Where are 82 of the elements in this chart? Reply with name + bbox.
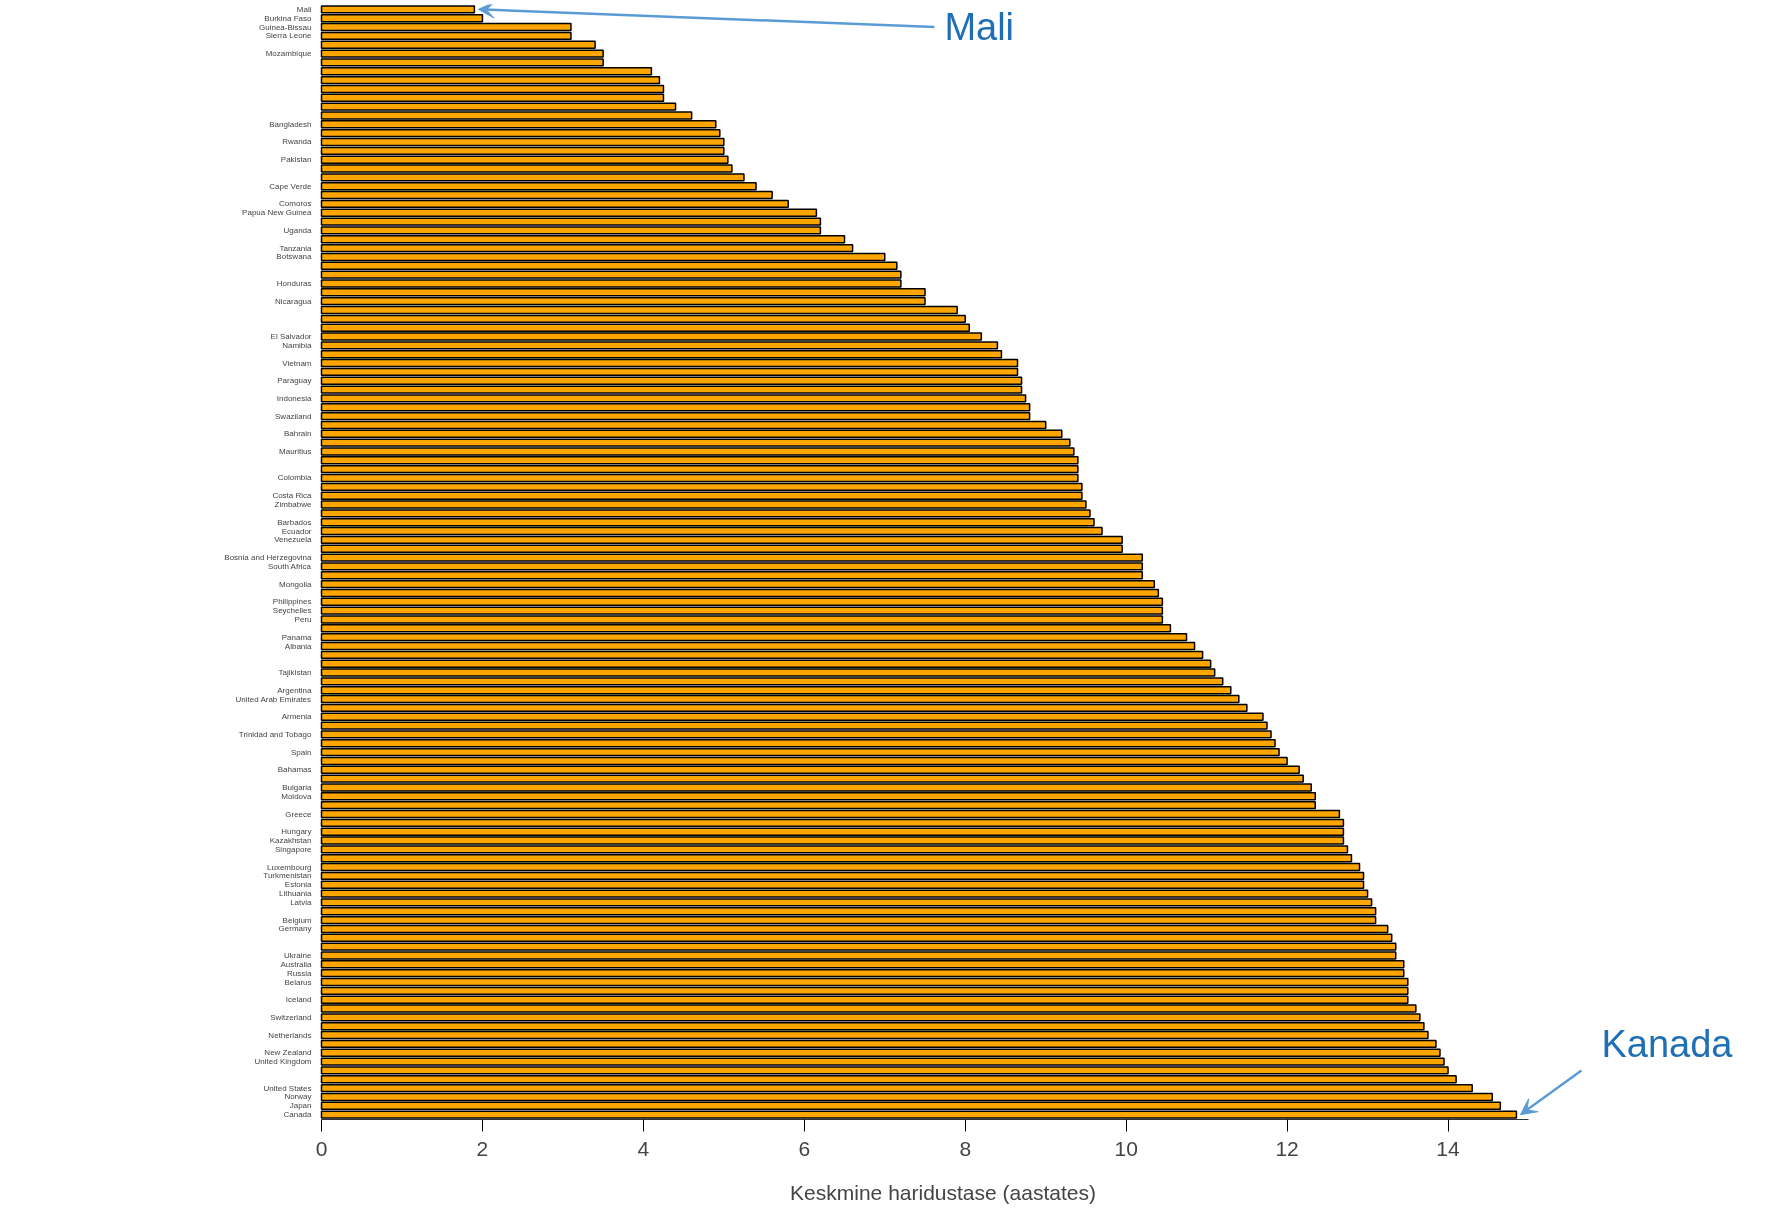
x-tick-label: 8 [959,1136,972,1160]
y-tick-label: Vietnam [282,358,312,368]
y-tick-label: Belgium [282,915,312,925]
y-tick-label: Rwanda [282,137,313,147]
y-tick-label: Zimbabwe [274,500,313,510]
y-tick-label: Panama [281,632,313,642]
y-tick-label: Bahamas [277,765,312,775]
y-tick-label: Bosnia and Herzegovina [224,553,313,563]
y-tick-label: Burkina Faso [264,13,313,23]
y-tick-label: Mali [296,4,312,14]
x-tick-label: 14 [1436,1136,1461,1160]
y-tick-label: El Salvador [270,332,312,342]
y-tick-label: Spain [291,747,312,757]
y-tick-label: Namibia [282,340,313,350]
annotation: Mali [944,6,1015,49]
y-tick-label: Trinidad and Tobago [238,729,312,739]
y-tick-label: Guinea-Bissau [259,22,312,32]
y-tick-label: Switzerland [270,1012,312,1022]
y-tick-label: South Africa [267,561,312,571]
x-tick-label: 6 [798,1136,811,1160]
y-tick-label: Japan [289,1101,312,1111]
y-tick-label: Mauritius [279,446,312,456]
y-tick-label: Ukraine [283,950,313,960]
y-tick-label: Germany [278,924,312,934]
annotation: Kanada [1601,1022,1734,1065]
y-tick-label: Bangladesh [269,119,312,129]
y-tick-label: Botswana [276,252,313,262]
y-tick-label: Australia [280,959,313,969]
y-tick-label: Latvia [290,897,313,907]
y-tick-label: Estonia [284,880,313,890]
y-tick-label: Hungary [281,827,312,837]
y-tick-label: Bulgaria [282,782,313,792]
y-tick-label: Belarus [284,977,312,987]
y-tick-label: United Arab Emirates [235,694,312,704]
y-tick-label: United States [263,1083,312,1093]
y-tick-label: Armenia [281,712,313,722]
y-tick-label: Ecuador [281,526,312,536]
y-tick-label: Philippines [272,597,312,607]
y-tick-label: Argentina [277,685,313,695]
y-tick-label: Russia [287,968,313,978]
y-tick-label: Cape Verde [269,181,313,191]
y-tick-label: United Kingdom [254,1057,312,1067]
y-tick-label: New Zealand [264,1048,312,1058]
y-tick-label: Barbados [277,517,312,527]
y-tick-label: Uganda [283,225,313,235]
y-tick-label: Mongolia [279,579,313,589]
y-tick-label: Greece [285,809,313,819]
x-tick-label: 12 [1275,1136,1299,1160]
y-tick-label: Iceland [285,995,312,1005]
x-tick-label: 10 [1114,1136,1138,1160]
y-tick-label: Kazakhstan [269,836,312,846]
y-tick-label: Nicaragua [275,296,313,306]
y-tick-label: Costa Rica [272,491,313,501]
y-tick-label: Honduras [276,278,312,288]
y-tick-label: Colombia [277,473,313,483]
y-tick-label: Mozambique [265,49,313,59]
x-axis-title: Keskmine haridustase (aastates) [790,1180,1096,1204]
y-tick-label: Peru [294,614,312,624]
y-tick-label: Moldova [281,791,313,801]
y-tick-label: Indonesia [276,393,313,403]
x-tick-label: 4 [637,1136,650,1160]
y-tick-label: Paraguay [277,376,312,386]
x-tick-label: 2 [476,1136,489,1160]
y-tick-label: Singapore [275,844,313,854]
y-tick-label: Tanzania [279,243,313,253]
y-tick-label: Seychelles [272,606,312,616]
x-tick-label: 0 [315,1136,328,1160]
y-tick-label: Luxembourg [267,862,312,872]
y-tick-label: Tajikistan [278,668,312,678]
y-tick-label: Bahrain [283,429,312,439]
y-tick-label: Albania [284,641,313,651]
y-tick-label: Netherlands [268,1030,312,1040]
y-tick-label: Lithuania [279,889,313,899]
y-tick-label: Comoros [279,199,312,209]
y-tick-label: Pakistan [280,155,312,165]
y-tick-label: Sierra Leone [265,31,313,41]
y-tick-label: Venezuela [274,535,313,545]
y-tick-label: Papua New Guinea [242,208,313,218]
y-tick-label: Turkmenistan [263,871,312,881]
y-tick-label: Swaziland [275,411,312,421]
y-tick-label: Norway [284,1092,312,1102]
y-tick-label: Canada [283,1110,313,1120]
